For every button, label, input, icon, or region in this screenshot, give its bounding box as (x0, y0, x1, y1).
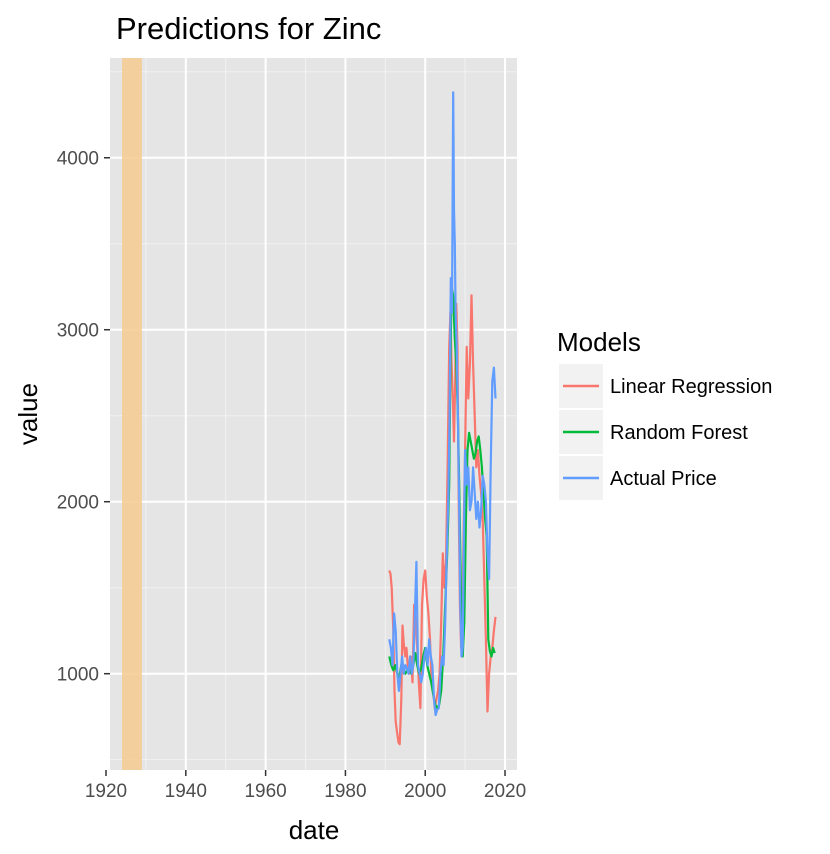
y-tick-label: 2000 (57, 493, 99, 514)
y-axis-title: value (13, 383, 43, 445)
x-tick-label: 1920 (85, 781, 127, 802)
y-tick-label: 1000 (57, 665, 99, 686)
x-tick-label: 2000 (404, 781, 446, 802)
plot-background (110, 58, 517, 770)
legend-label-random-forest: Random Forest (610, 422, 748, 444)
shaded-band (121, 58, 142, 770)
x-axis: 1920 1940 1960 1980 2000 2020 (85, 770, 526, 802)
chart-title: Predictions for Zinc (116, 11, 381, 46)
y-axis: 1000 2000 3000 4000 (57, 149, 110, 686)
x-tick-label: 2020 (484, 781, 526, 802)
x-tick-label: 1960 (244, 781, 286, 802)
x-tick-label: 1980 (324, 781, 366, 802)
legend-title: Models (557, 327, 641, 357)
legend-label-actual-price: Actual Price (610, 468, 717, 490)
y-tick-label: 3000 (57, 321, 99, 342)
x-tick-label: 1940 (165, 781, 207, 802)
series-lines (388, 91, 497, 746)
series-line-linear-regression (388, 294, 497, 746)
series-line-actual-price (388, 91, 497, 717)
y-tick-label: 4000 (57, 149, 99, 170)
x-axis-title: date (289, 815, 340, 845)
legend-label-linear-regression: Linear Regression (610, 376, 772, 398)
major-gridlines (105, 58, 517, 770)
legend: Models Linear Regression Random Forest Act… (557, 327, 772, 500)
